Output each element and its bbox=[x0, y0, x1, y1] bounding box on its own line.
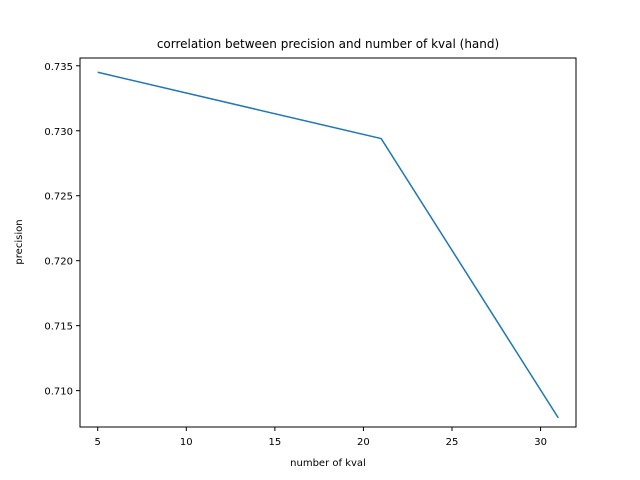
x-tick-label: 25 bbox=[446, 437, 459, 448]
y-tick-label: 0.725 bbox=[44, 192, 73, 203]
x-axis-ticks: 5 10 15 20 25 30 bbox=[95, 427, 547, 448]
x-tick-label: 30 bbox=[534, 437, 547, 448]
x-tick-label: 20 bbox=[357, 437, 370, 448]
series-layer bbox=[97, 71, 559, 419]
y-axis-ticks: 0.710 0.715 0.720 0.725 0.730 0.735 bbox=[44, 62, 80, 398]
x-tick-label: 10 bbox=[180, 437, 193, 448]
plot-frame bbox=[79, 57, 577, 428]
y-axis-label: precision bbox=[14, 219, 25, 264]
series-line bbox=[97, 71, 559, 419]
y-tick-label: 0.710 bbox=[44, 387, 73, 398]
y-tick-label: 0.730 bbox=[44, 127, 73, 138]
x-tick-label: 15 bbox=[268, 437, 281, 448]
y-tick-label: 0.720 bbox=[44, 257, 73, 268]
chart-title: correlation between precision and number… bbox=[157, 37, 499, 51]
y-tick-label: 0.735 bbox=[44, 62, 73, 73]
y-tick-label: 0.715 bbox=[44, 322, 73, 333]
x-tick-label: 5 bbox=[95, 437, 101, 448]
x-axis-label: number of kval bbox=[290, 458, 366, 469]
